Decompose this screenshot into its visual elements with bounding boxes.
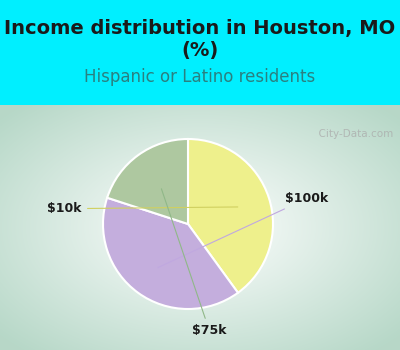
Text: $75k: $75k	[162, 189, 226, 337]
Wedge shape	[188, 139, 273, 293]
Text: Hispanic or Latino residents: Hispanic or Latino residents	[84, 68, 316, 86]
Text: City-Data.com: City-Data.com	[312, 130, 393, 139]
Text: $10k: $10k	[48, 202, 238, 215]
Text: Income distribution in Houston, MO
(%): Income distribution in Houston, MO (%)	[4, 19, 396, 60]
Wedge shape	[107, 139, 188, 224]
Wedge shape	[103, 198, 238, 309]
Text: $100k: $100k	[158, 192, 329, 267]
